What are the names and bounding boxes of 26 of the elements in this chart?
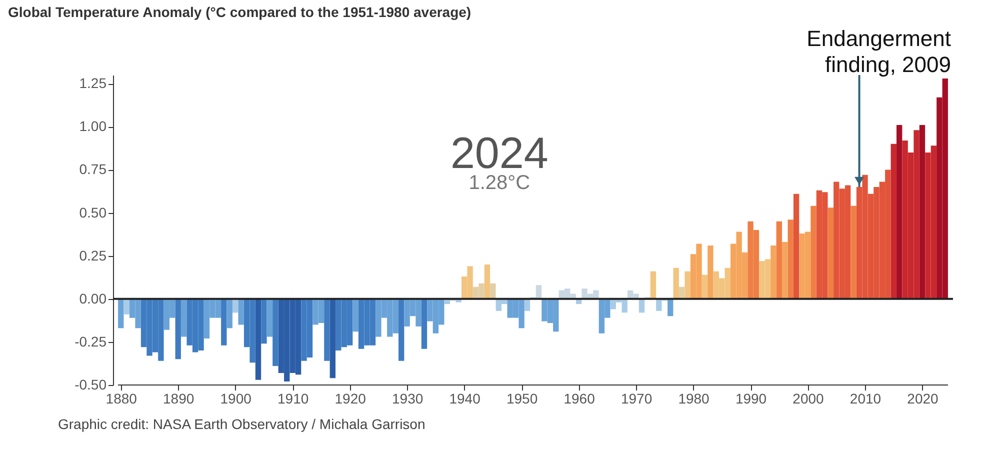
x-tick-label: 2010: [850, 390, 882, 406]
x-tick-label: 1970: [620, 390, 652, 406]
y-tick-label: 1.00: [79, 118, 107, 134]
x-tick-label: 1980: [678, 390, 710, 406]
x-tick-label: 1930: [392, 390, 424, 406]
x-tick-label: 1880: [106, 390, 138, 406]
chart-title: Global Temperature Anomaly (°C compared to the 1951-1980 average): [8, 4, 472, 20]
x-tick-label: 1910: [278, 390, 309, 406]
x-tick-label: 1960: [564, 390, 596, 406]
y-tick-label: 0.00: [79, 290, 107, 306]
text: Graphic credit: NASA Earth Observatory / Michala Garrison: [58, 416, 426, 432]
y-tick-label: 0.25: [79, 247, 107, 264]
y-tick-label: 0.50: [79, 204, 107, 220]
x-tick-label: 1900: [220, 390, 252, 406]
x-tick-label: 1920: [334, 390, 366, 406]
y-tick-label: -0.25: [74, 333, 107, 350]
x-tick-label: 1950: [506, 390, 538, 406]
x-tick-label: 2000: [792, 390, 824, 406]
y-tick-label: 0.75: [79, 161, 107, 178]
y-tick-label: -0.50: [74, 376, 107, 392]
annotation: Endangerment finding, 2009: [806, 26, 951, 77]
y-tick-label: 1.25: [79, 75, 107, 92]
x-tick-label: 1990: [735, 390, 767, 406]
x-tick-label: 1940: [449, 390, 481, 406]
x-tick-label: 1890: [163, 390, 194, 406]
x-tick-label: 2020: [907, 390, 939, 406]
